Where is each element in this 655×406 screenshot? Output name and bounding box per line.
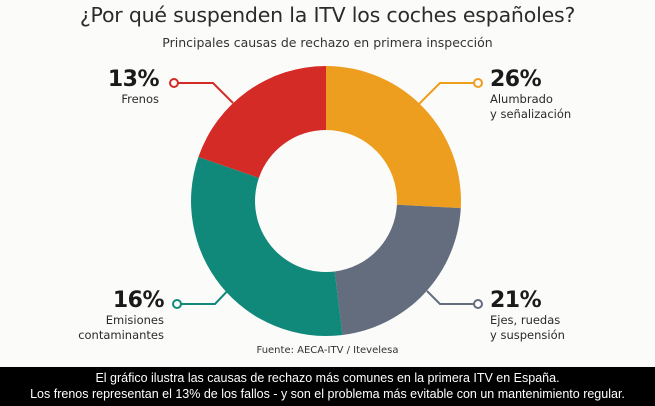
caption-line-2: Los frenos representan el 13% de los fal…	[30, 387, 625, 401]
callout-alumbrado: 26% Alumbrado y señalización	[490, 68, 571, 122]
callout-ejes-pct: 21%	[490, 288, 542, 313]
callout-line-alumbrado	[418, 82, 474, 105]
segment-alumbrado	[326, 66, 461, 209]
chart-subtitle: Principales causas de rechazo en primera…	[162, 35, 493, 50]
caption-bar: El gráfico ilustra las causas de rechazo…	[0, 367, 655, 406]
callout-dot-emisiones	[172, 299, 182, 309]
callout-dot-ejes	[473, 299, 483, 309]
callout-frenos-label: Frenos	[121, 92, 159, 106]
donut-segments	[191, 66, 461, 337]
callout-line-emisiones	[181, 282, 236, 305]
caption-line-1: El gráfico ilustra las causas de rechazo…	[95, 371, 560, 385]
segment-frenos	[198, 66, 326, 178]
segment-ejes	[334, 204, 461, 335]
source-note: Fuente: AECA-ITV / Itevelesa	[256, 345, 399, 356]
callout-ejes: 21% Ejes, ruedas y suspensión	[490, 289, 565, 343]
chart-title: ¿Por qué suspenden la ITV los coches esp…	[79, 3, 576, 27]
callout-emisiones-pct: 16%	[112, 288, 165, 313]
callout-lines	[169, 78, 483, 309]
callout-line-ejes	[426, 290, 474, 305]
callout-emisiones: 16% Emisiones contaminantes	[78, 289, 164, 343]
callout-dot-alumbrado	[473, 78, 483, 88]
callout-alumbrado-label-2: y señalización	[490, 107, 572, 121]
segment-emisiones	[191, 157, 343, 337]
callout-emisiones-label-1: Emisiones	[105, 313, 164, 327]
callout-ejes-label-1: Ejes, ruedas	[490, 313, 561, 327]
callout-ejes-label-2: y suspensión	[490, 328, 565, 342]
callout-dot-frenos	[169, 78, 179, 88]
callout-alumbrado-label-1: Alumbrado	[490, 92, 553, 106]
callout-line-frenos	[178, 82, 234, 104]
callout-alumbrado-pct: 26%	[490, 67, 542, 92]
callout-emisiones-label-2: contaminantes	[78, 328, 164, 342]
callout-frenos: 13% Frenos	[107, 67, 160, 107]
callout-frenos-pct: 13%	[107, 67, 160, 92]
